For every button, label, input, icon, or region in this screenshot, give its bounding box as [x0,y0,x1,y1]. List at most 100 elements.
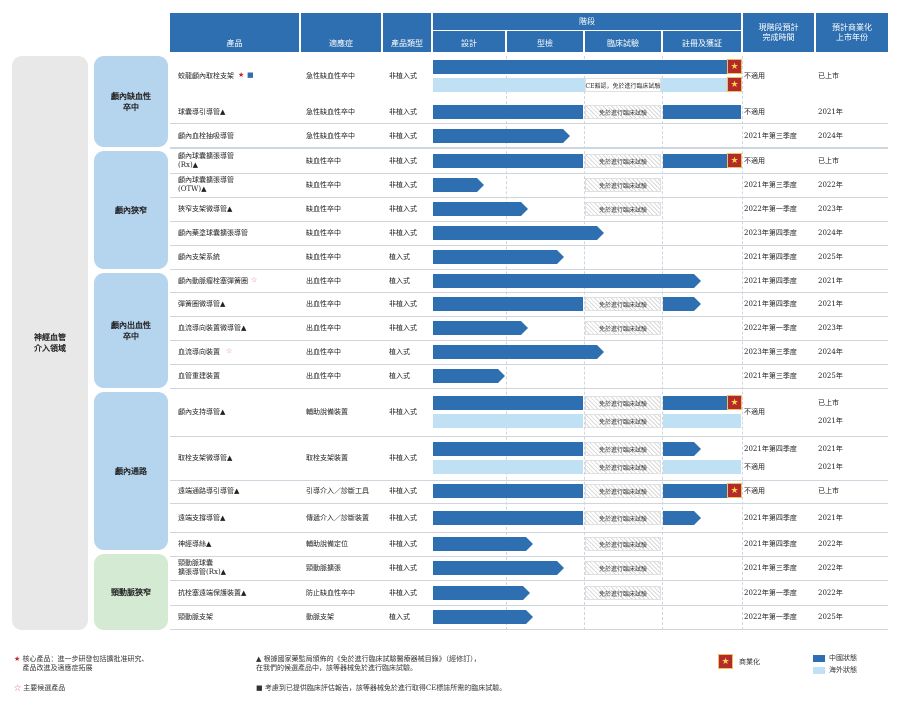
overseas-swatch [813,667,825,674]
indication: 出血性卒中 [306,347,341,356]
progress-bar [433,396,583,410]
exempt-segment: 免於進行臨床試驗 [585,202,661,216]
overseas-bar [663,460,741,474]
launch-year: 已上市 [818,156,839,165]
row-divider [170,123,888,124]
divider [584,56,585,630]
row-divider [170,556,888,557]
exempt-segment: 免於進行臨床試驗 [585,460,661,474]
indication: 輔助說備裝置 [306,407,348,416]
row-divider [170,364,888,365]
completion-time: 2021年第三季度 [744,131,797,140]
exempt-segment: 免於進行臨床試驗 [585,178,661,192]
launch-year: 2023年 [818,204,843,213]
row-divider [170,532,888,533]
progress-bar [663,297,701,311]
row-divider [170,629,888,630]
product-type: 非植入式 [389,204,417,213]
product-name: 顱內血栓抽吸導管 [178,131,234,140]
launch-year: 2024年 [818,347,843,356]
completion-time-overseas: 不適用 [744,462,765,471]
indication: 防止缺血性卒中 [306,588,355,597]
square-icon: ■ [247,71,254,79]
product-name: 顱內球囊擴張導管 (Rx)▲ [178,152,234,169]
completion-time: 2021年第三季度 [744,371,797,380]
exempt-segment: 免於進行臨床試驗 [585,414,661,428]
completion-time: 2021年第四季度 [744,276,797,285]
progress-bar [433,345,604,359]
row-divider [170,292,888,293]
completion-time: 2021年第四季度 [744,444,797,453]
progress-bar [663,511,701,525]
exempt-segment: 免於進行臨床試驗 [585,396,661,410]
completion-time: 2021年第四季度 [744,539,797,548]
product-type: 非植入式 [389,131,417,140]
completion-time: 2021年第四季度 [744,299,797,308]
row-divider [170,147,888,148]
exempt-segment: 免於進行臨床試驗 [585,154,661,168]
domestic-swatch [813,655,825,662]
product-name: 神經導絲▲ [178,539,212,548]
header-stage: 階段 [433,13,741,30]
row-divider [170,605,888,606]
exempt-segment: 免於進行臨床試驗 [585,561,661,575]
product-name: 頸動脈支架 [178,612,213,621]
launch-year: 2021年 [818,276,843,285]
launch-year: 2022年 [818,563,843,572]
product-type: 植入式 [389,347,410,356]
completion-time: 2022年第一季度 [744,588,797,597]
progress-bar [433,202,528,216]
product-type: 非植入式 [389,486,417,495]
product-name: 顱內支持導管▲ [178,407,226,416]
header-type: 產品類型 [383,13,431,52]
progress-bar [433,129,570,143]
header-completion: 現階段預計 完成時間 [743,13,814,52]
progress-bar [433,561,564,575]
divider [742,56,743,630]
legend-core-text: 核心產品：進一步研發包括擴批准研究、 產品改進及適應症拓展 [22,655,149,672]
completion-time: 2022年第一季度 [744,204,797,213]
group-carotid: 頸動脈狹窄 [94,554,168,630]
indication: 出血性卒中 [306,276,341,285]
star-icon: ★ [14,655,21,663]
commercial-flag-icon: ★ [727,395,742,410]
indication: 缺血性卒中 [306,204,341,213]
exempt-segment: 免於進行臨床試驗 [585,511,661,525]
indication: 出血性卒中 [306,371,341,380]
launch-year: 2022年 [818,588,843,597]
launch-year: 2021年 [818,513,843,522]
overseas-bar [663,414,741,428]
field-label: 神經血管 介入領域 [12,56,88,630]
progress-bar [433,369,505,383]
exempt-segment: 免於進行臨床試驗 [585,297,661,311]
progress-bar [663,105,741,119]
progress-bar [433,226,604,240]
product-type: 非植入式 [389,513,417,522]
exempt-segment: 免於進行臨床試驗 [585,321,661,335]
product-type: 植入式 [389,252,410,261]
product-type: 非植入式 [389,563,417,572]
row-divider [170,388,888,389]
product-type: 非植入式 [389,180,417,189]
launch-year: 2025年 [818,252,843,261]
row-divider [170,316,888,317]
row-divider [170,269,888,270]
product-name: 顱內球囊擴張導管 (OTW)▲ [178,176,234,193]
header-registration: 註冊及獲証 [663,31,741,52]
group-stenosis: 顱內狹窄 [94,151,168,269]
commercial-flag-icon: ★ [727,483,742,498]
header-type-test: 型檢 [507,31,583,52]
product-name: 頸動脈球囊 擴張導管(Rx)▲ [178,559,227,576]
product-type: 非植入式 [389,407,417,416]
product-name: 蛟龍顱內取栓支架 [178,71,234,80]
launch-year: 2021年 [818,444,843,453]
completion-time: 2021年第三季度 [744,180,797,189]
launch-year-overseas: 2021年 [818,416,843,425]
progress-bar [433,178,484,192]
overseas-bar [433,460,583,474]
exempt-segment: 免於進行臨床試驗 [585,442,661,456]
product-name: 彈簧圈微導管▲ [178,299,226,308]
completion-time: 2021年第四季度 [744,513,797,522]
header-commercial: 預計商業化 上市年份 [816,13,888,52]
completion-time: 不適用 [744,407,765,416]
